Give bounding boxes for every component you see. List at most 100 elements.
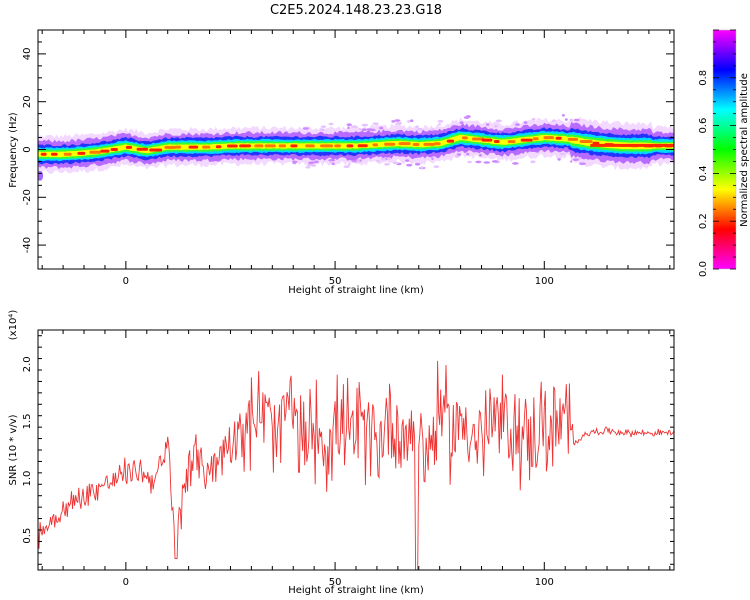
spectrogram-speckle [570,160,573,163]
spectrogram-speckle [579,162,586,165]
spectrogram-x-tick-label: 100 [535,276,554,287]
spectrogram-x-label: Height of straight line (km) [288,285,424,296]
colorbar: 0.0 0.2 0.4 0.6 0.8 Normalized spectral ampl… [698,29,750,277]
spectrogram-speckle [431,128,435,131]
spectrogram-speckle [523,121,528,124]
spectrogram-speckle [308,161,315,165]
snr-y-tick-label: 2.0 [22,356,33,372]
spectrogram-speckle [314,160,319,164]
spectrogram-y-tick-label: -20 [22,189,33,205]
colorbar-tick-label: 0.0 [698,261,709,277]
spectrogram-speckle [572,158,579,161]
spectrogram-speckle [328,159,336,162]
spectrogram-speckle [573,118,580,122]
spectrogram-speckle [515,123,520,126]
spectrogram-speckle [569,118,573,122]
snr-marks [38,360,674,570]
spectrogram-speckle [305,166,311,169]
spectrogram-speckle [311,164,317,167]
spectrogram-speckle [465,115,471,118]
colorbar-label: Normalized spectral amplitude [739,73,750,227]
spectrogram-speckle [407,120,411,123]
spectrogram-speckle [438,123,441,126]
snr-x-label: Height of straight line (km) [288,585,424,596]
spectrogram-y-tick-label: 0 [22,146,33,152]
spectrogram-speckle [347,126,350,129]
snr-y-tick-label: 1.0 [22,471,33,487]
snr-plot-area [38,330,674,570]
spectrogram-speckle [512,162,519,165]
spectrogram-x-tick-label: 0 [123,276,129,287]
spectrogram-speckle [557,158,561,161]
spectrogram-speckle [433,165,440,168]
spectrogram-marks [38,114,674,181]
spectrogram-speckle [531,117,536,121]
spectrogram-speckle [454,155,460,158]
spectrogram-speckle [302,127,309,130]
spectrogram-speckle [431,157,434,160]
spectrogram-speckle [399,121,402,125]
snr-series-line [38,360,674,570]
snr-y-label: SNR (10 * v/v) [8,414,19,485]
spectrogram-speckle [384,163,390,166]
spectrogram-speckle [356,159,360,162]
spectrogram-y-tick-label: 40 [22,48,33,61]
spectrogram-speckle [343,165,350,168]
spectrogram-speckle [409,119,414,122]
spectrogram-speckle [414,162,421,166]
spectrogram-y-ticks: -40 -20 0 20 40 [22,29,674,270]
spectrogram-speckle [415,125,419,129]
spectrogram-speckle [420,166,424,169]
spectrogram-speckle [437,120,444,123]
spectrogram-speckle [391,120,396,123]
spectrogram-speckle [386,157,392,160]
spectrogram-speckle [475,160,482,164]
spectrogram-panel: 0 50 100 -40 -20 0 20 40 Height of straight li… [8,29,675,296]
snr-panel: 0 50 100 0.5 1.0 1.5 2.0 Height of straight l… [8,310,675,596]
spectrogram-speckle [361,128,367,131]
colorbar-tick-label: 0.6 [698,118,709,134]
spectrogram-speckle [379,126,384,130]
spectrogram-x-ticks: 0 50 100 [41,30,671,287]
spectrogram-speckle [361,123,369,127]
spectrogram-speckle [359,127,362,131]
spectrogram-speckle [320,128,325,132]
spectrogram-speckle [380,157,385,161]
colorbar-tick-label: 0.4 [698,165,709,181]
snr-x-tick-label: 100 [535,577,554,588]
spectrogram-speckle [347,163,351,166]
spectrogram-speckle [564,118,568,121]
colorbar-gradient [713,30,736,269]
snr-y-ticks: 0.5 1.0 1.5 2.0 [22,335,674,565]
snr-y-tick-label: 1.5 [22,413,33,429]
colorbar-tick-label: 0.2 [698,213,709,229]
spectrogram-speckle [346,123,352,126]
spectrogram-speckle [459,121,464,124]
spectrogram-speckle [359,159,362,162]
snr-scale-label: (x10⁴) [8,310,19,341]
spectrogram-speckle [491,160,499,163]
spectrogram-y-label: Frequency (Hz) [8,112,19,188]
spectrogram-speckle [330,160,333,164]
spectrogram-speckle [328,122,334,126]
spectrogram-speckle [466,152,470,156]
spectrogram-speckle [372,122,379,125]
spectrogram-speckle [406,163,413,167]
spectrogram-y-tick-label: 20 [22,95,33,108]
spectrogram-speckle [559,152,566,156]
spectrogram-speckle [350,125,358,128]
spectrogram-speckle [366,128,373,131]
spectrogram-speckle [495,119,502,123]
spectrogram-speckle [393,161,399,165]
colorbar-tick-label: 0.8 [698,70,709,86]
snr-x-tick-label: 0 [123,577,129,588]
spectrogram-speckle [320,125,327,128]
spectrogram-speckle [552,119,556,122]
spectrogram-speckle [405,159,410,162]
snr-x-ticks: 0 50 100 [41,330,671,588]
spectrogram-speckle [416,127,423,131]
spectrogram-speckle [494,125,497,128]
spectrogram-speckle [467,160,472,164]
snr-y-tick-label: 0.5 [22,528,33,544]
